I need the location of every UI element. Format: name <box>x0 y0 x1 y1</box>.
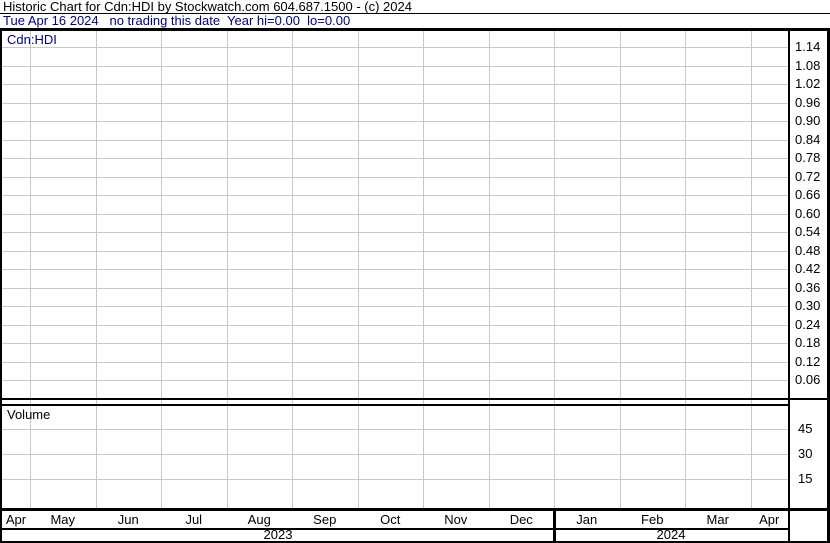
price-gridline <box>2 65 788 67</box>
price-gridline <box>2 232 788 233</box>
price-tick-label: 1.02 <box>795 76 821 91</box>
axis-column-divider <box>788 28 790 541</box>
status-line: Tue Apr 16 2024 no trading this date Yea… <box>3 13 351 28</box>
volume-gridline <box>2 454 788 455</box>
month-label: Jan <box>576 512 598 527</box>
price-gridline <box>2 139 788 141</box>
price-tick-label: 0.42 <box>795 261 821 276</box>
volume-panel-bottom-border <box>0 508 830 511</box>
year-label: 2024 <box>656 527 686 542</box>
price-tick-label: 0.96 <box>795 94 821 110</box>
volume-gridline <box>2 479 788 480</box>
month-gridline <box>685 31 686 508</box>
month-label: Aug <box>247 512 271 527</box>
price-gridline <box>2 158 788 159</box>
month-gridline <box>620 31 621 508</box>
price-panel-bottom-border <box>0 398 830 400</box>
volume-tick-label: 45 <box>798 421 813 436</box>
month-label: Jul <box>185 512 203 527</box>
price-gridline <box>2 380 788 381</box>
price-tick-label: 0.66 <box>795 187 821 202</box>
price-tick-label: 0.48 <box>795 242 821 258</box>
price-gridline <box>2 102 788 104</box>
months-years-separator <box>0 528 788 530</box>
month-gridline <box>554 31 555 508</box>
month-gridline <box>423 31 424 508</box>
price-tick-label: 0.90 <box>795 113 821 128</box>
volume-panel-top-border <box>0 404 790 406</box>
price-tick-label: 0.18 <box>795 335 821 350</box>
price-tick-label: 0.30 <box>795 298 821 313</box>
chart-top-border <box>0 28 830 31</box>
volume-tick-label: 15 <box>798 471 813 486</box>
price-gridline <box>2 176 788 178</box>
price-gridline <box>2 361 788 363</box>
month-gridline <box>358 31 359 508</box>
price-tick-label: 0.54 <box>795 224 821 239</box>
month-label: Sep <box>313 512 337 527</box>
price-gridline <box>2 195 788 196</box>
price-gridline <box>2 324 788 326</box>
month-label: May <box>50 512 76 527</box>
price-tick-label: 0.06 <box>795 372 821 387</box>
month-label: Feb <box>641 512 664 527</box>
price-gridline <box>2 213 788 215</box>
price-gridline <box>2 121 788 122</box>
price-gridline <box>2 250 788 252</box>
month-gridline <box>30 31 31 508</box>
price-gridline <box>2 47 788 48</box>
price-gridline <box>2 287 788 289</box>
header-divider-line <box>0 13 830 14</box>
price-gridline <box>2 306 788 307</box>
chart-left-border <box>0 28 2 543</box>
price-tick-label: 0.84 <box>795 131 821 147</box>
price-tick-label: 0.12 <box>795 353 821 369</box>
price-gridline <box>2 84 788 85</box>
chart-right-border <box>827 28 830 543</box>
month-gridline <box>96 31 97 508</box>
price-tick-label: 0.36 <box>795 279 821 295</box>
month-gridline <box>292 31 293 508</box>
chart-title: Historic Chart for Cdn:HDI by Stockwatch… <box>3 0 412 14</box>
year-divider <box>553 508 556 541</box>
month-label: Apr <box>5 512 27 527</box>
price-gridline <box>2 269 788 270</box>
month-label: Nov <box>444 512 468 527</box>
month-gridline <box>751 31 752 508</box>
month-gridline <box>161 31 162 508</box>
price-gridline <box>2 343 788 344</box>
volume-tick-label: 30 <box>798 446 813 461</box>
month-label: Apr <box>759 512 780 527</box>
price-tick-label: 0.24 <box>795 316 821 332</box>
price-tick-label: 0.72 <box>795 168 821 184</box>
year-label: 2023 <box>263 527 293 542</box>
month-label: Dec <box>509 512 533 527</box>
month-label: Jun <box>117 512 139 527</box>
month-gridline <box>489 31 490 508</box>
price-tick-label: 1.08 <box>795 57 821 73</box>
month-label: Oct <box>380 512 401 527</box>
price-tick-label: 1.14 <box>795 39 821 54</box>
volume-gridline <box>2 429 788 430</box>
month-label: Mar <box>706 512 729 527</box>
month-gridline <box>227 31 228 508</box>
price-tick-label: 0.60 <box>795 205 821 221</box>
symbol-label: Cdn:HDI <box>7 32 57 47</box>
volume-panel-label: Volume <box>7 407 51 422</box>
price-tick-label: 0.78 <box>795 150 821 165</box>
chart-bottom-border <box>0 541 830 543</box>
